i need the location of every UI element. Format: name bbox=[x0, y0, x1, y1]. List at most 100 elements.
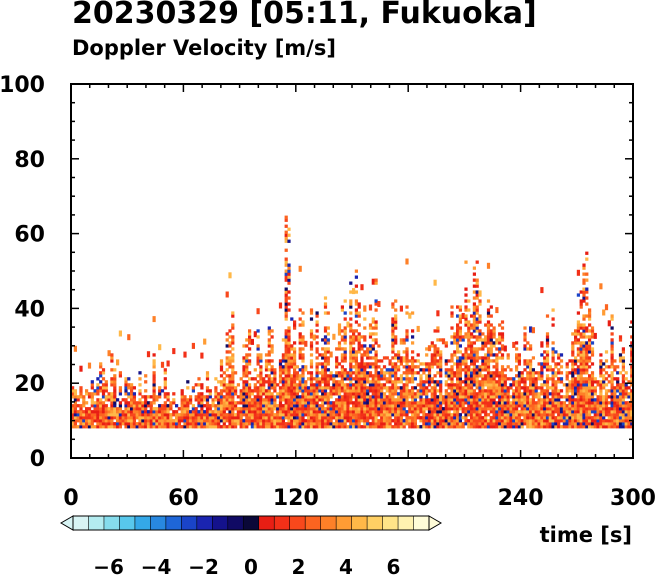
heatmap-cell bbox=[537, 392, 541, 396]
heatmap-cell bbox=[245, 422, 249, 426]
heatmap-cell bbox=[284, 329, 288, 333]
heatmap-cell bbox=[447, 407, 451, 411]
heatmap-cell bbox=[130, 416, 134, 420]
heatmap-cell bbox=[467, 380, 471, 384]
heatmap-cell bbox=[135, 407, 139, 411]
heatmap-cell bbox=[585, 350, 589, 354]
heatmap-cell bbox=[239, 419, 243, 423]
heatmap-cell bbox=[110, 380, 114, 384]
heatmap-cell bbox=[585, 341, 589, 345]
heatmap-cell bbox=[284, 215, 288, 219]
heatmap-cell bbox=[281, 389, 285, 393]
heatmap-cell bbox=[287, 356, 291, 360]
heatmap-cell bbox=[585, 410, 589, 414]
heatmap-cell bbox=[529, 359, 533, 363]
heatmap-cell bbox=[461, 335, 465, 339]
heatmap-cell bbox=[436, 350, 440, 354]
heatmap-cell bbox=[281, 416, 285, 420]
heatmap-cell bbox=[321, 416, 325, 420]
heatmap-cell bbox=[293, 371, 297, 375]
heatmap-cell bbox=[144, 416, 148, 420]
heatmap-cell bbox=[456, 338, 460, 342]
heatmap-cell bbox=[548, 392, 552, 396]
heatmap-cell bbox=[470, 419, 474, 423]
heatmap-cell bbox=[110, 377, 114, 381]
heatmap-cell bbox=[222, 419, 226, 423]
heatmap-cell bbox=[382, 374, 387, 378]
heatmap-cell bbox=[590, 395, 595, 399]
heatmap-cell bbox=[354, 365, 358, 369]
heatmap-cell bbox=[492, 380, 496, 384]
heatmap-cell bbox=[340, 398, 344, 402]
heatmap-cell bbox=[604, 419, 609, 423]
heatmap-cell bbox=[458, 389, 462, 393]
heatmap-cell bbox=[242, 368, 246, 372]
heatmap-cell bbox=[225, 395, 229, 399]
heatmap-cell bbox=[228, 413, 232, 417]
heatmap-cell bbox=[270, 425, 274, 429]
heatmap-cell bbox=[101, 425, 106, 429]
heatmap-cell bbox=[113, 383, 117, 387]
heatmap-cell bbox=[180, 395, 184, 399]
heatmap-cell bbox=[242, 365, 246, 369]
heatmap-cell bbox=[391, 371, 395, 375]
heatmap-cell bbox=[180, 389, 184, 393]
heatmap-cell bbox=[458, 335, 462, 339]
heatmap-cell bbox=[281, 419, 285, 423]
heatmap-cell bbox=[267, 341, 271, 345]
heatmap-cell bbox=[301, 374, 305, 378]
heatmap-cell bbox=[472, 377, 476, 381]
heatmap-cell bbox=[357, 362, 361, 366]
heatmap-cell bbox=[458, 416, 462, 420]
heatmap-cell bbox=[172, 419, 176, 423]
heatmap-cell bbox=[301, 410, 305, 414]
heatmap-cell bbox=[618, 371, 623, 375]
heatmap-cell bbox=[458, 386, 462, 390]
heatmap-cell bbox=[175, 410, 179, 414]
heatmap-cell bbox=[368, 304, 373, 311]
heatmap-cell bbox=[467, 329, 471, 333]
heatmap-cell bbox=[472, 389, 476, 393]
heatmap-cell bbox=[323, 341, 328, 345]
heatmap-cell bbox=[366, 419, 370, 423]
colorbar-swatch bbox=[212, 516, 229, 530]
heatmap-cell bbox=[79, 416, 83, 420]
heatmap-cell bbox=[337, 371, 342, 375]
heatmap-cell bbox=[281, 353, 285, 357]
heatmap-cell bbox=[371, 389, 375, 393]
heatmap-cell bbox=[436, 353, 440, 357]
heatmap-cell bbox=[517, 425, 521, 429]
heatmap-cell bbox=[76, 410, 80, 414]
heatmap-cell bbox=[599, 425, 603, 429]
heatmap-cell bbox=[523, 335, 527, 339]
heatmap-cell bbox=[304, 386, 308, 390]
heatmap-cell bbox=[470, 380, 474, 384]
heatmap-cell bbox=[121, 413, 125, 417]
heatmap-cell bbox=[458, 356, 462, 360]
heatmap-cell bbox=[630, 425, 634, 429]
heatmap-cell bbox=[340, 338, 344, 342]
heatmap-cell bbox=[604, 377, 609, 381]
heatmap-cell bbox=[498, 422, 502, 426]
heatmap-cell bbox=[259, 410, 263, 414]
heatmap-cell bbox=[144, 425, 148, 429]
heatmap-cell bbox=[618, 416, 623, 420]
heatmap-cell bbox=[453, 404, 457, 408]
heatmap-cell bbox=[588, 404, 592, 408]
heatmap-cell bbox=[450, 335, 454, 339]
heatmap-cell bbox=[262, 401, 266, 405]
heatmap-cell bbox=[377, 413, 381, 417]
heatmap-cell bbox=[512, 425, 516, 429]
heatmap-cell bbox=[219, 392, 224, 396]
heatmap-cell bbox=[399, 401, 403, 405]
heatmap-cell bbox=[399, 413, 403, 417]
heatmap-cell bbox=[90, 410, 94, 414]
heatmap-cell bbox=[571, 359, 575, 363]
heatmap-cell bbox=[166, 416, 170, 420]
heatmap-cell bbox=[523, 332, 527, 336]
heatmap-cell bbox=[281, 377, 285, 381]
heatmap-cell bbox=[456, 365, 460, 369]
heatmap-cell bbox=[349, 305, 353, 309]
heatmap-cell bbox=[470, 350, 474, 354]
heatmap-cell bbox=[551, 386, 555, 390]
